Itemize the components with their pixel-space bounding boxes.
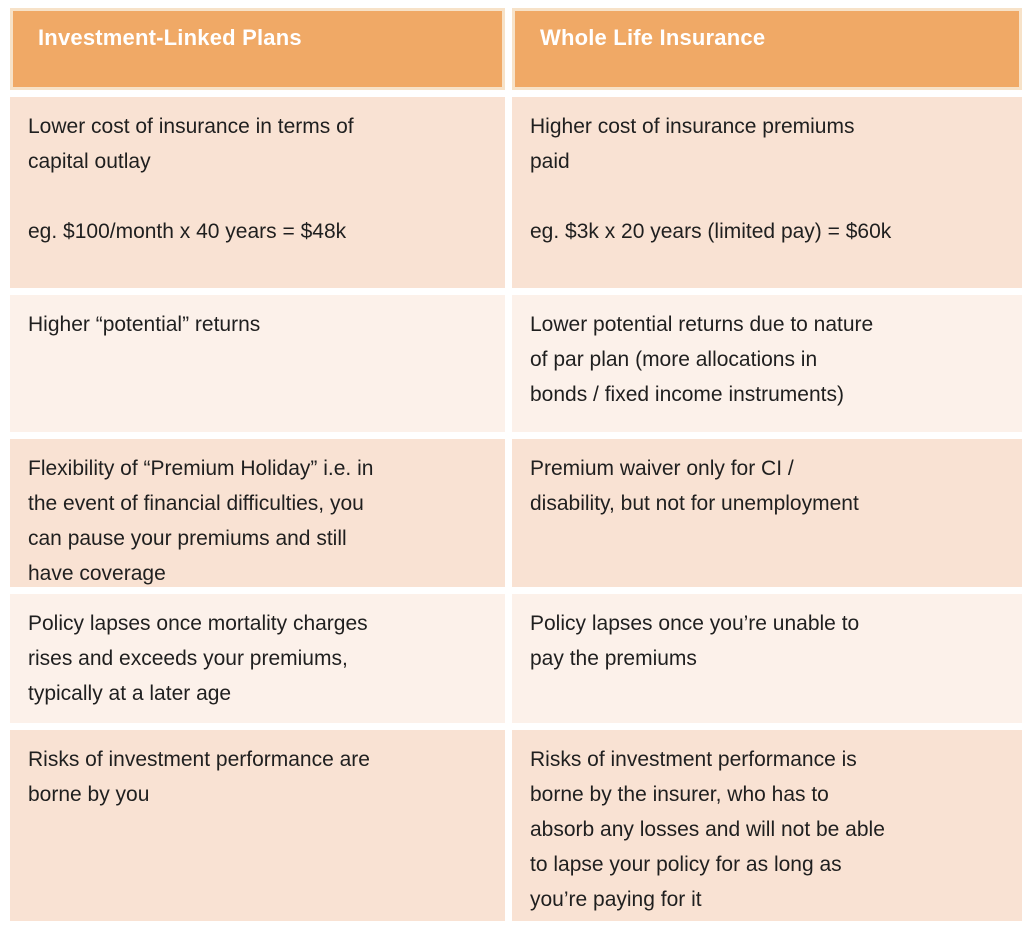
table-cell-cost-wli: Higher cost of insurance premiums paid e… (512, 97, 1022, 288)
table-cell-policy-lapse-wli: Policy lapses once you’re unable to pay … (512, 594, 1022, 723)
table-cell-returns-ilp: Higher “potential” returns (10, 295, 505, 432)
table-cell-cost-ilp: Lower cost of insurance in terms of capi… (10, 97, 505, 288)
column-header-whole-life-insurance: Whole Life Insurance (512, 8, 1022, 90)
table-cell-returns-wli: Lower potential returns due to nature of… (512, 295, 1022, 432)
comparison-table: Investment-Linked Plans Whole Life Insur… (10, 8, 1022, 921)
table-cell-investment-risk-ilp: Risks of investment performance are born… (10, 730, 505, 921)
table-cell-premium-waiver-wli: Premium waiver only for CI / disability,… (512, 439, 1022, 587)
table-cell-investment-risk-wli: Risks of investment performance is borne… (512, 730, 1022, 921)
table-cell-premium-flexibility-ilp: Flexibility of “Premium Holiday” i.e. in… (10, 439, 505, 587)
column-header-investment-linked-plans: Investment-Linked Plans (10, 8, 505, 90)
table-cell-policy-lapse-ilp: Policy lapses once mortality charges ris… (10, 594, 505, 723)
